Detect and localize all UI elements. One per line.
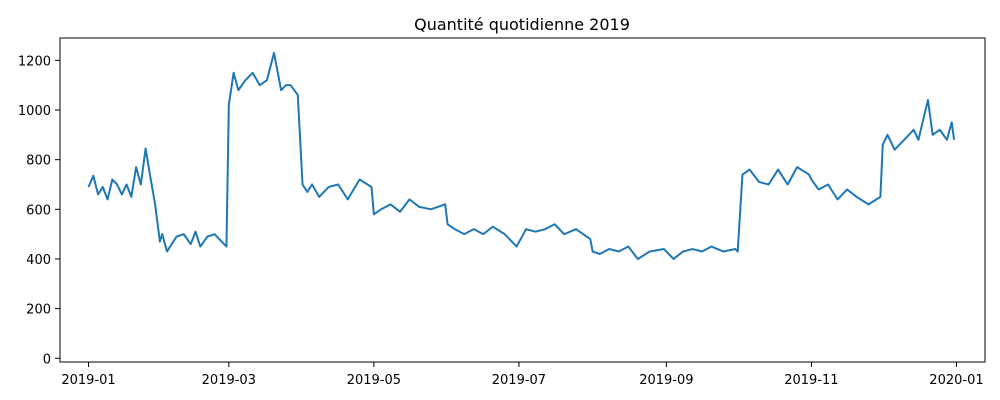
y-tick-label: 0	[43, 352, 51, 367]
series-line	[87, 51, 956, 260]
x-tick-label: 2019-11	[784, 373, 838, 388]
x-tick-label: 2019-01	[61, 373, 115, 388]
x-axis: 2019-01 2019-03 2019-05 2019-07 2019-09 2019-…	[61, 362, 984, 388]
y-tick-label: 1200	[18, 54, 51, 69]
plot-area: 2019-01 2019-03 2019-05 2019-07 2019-09 2019-…	[18, 37, 986, 388]
y-tick-label: 800	[26, 154, 51, 169]
x-tick-label: 2019-05	[347, 373, 401, 388]
x-tick-label: 2019-03	[202, 373, 256, 388]
x-tick-label: 2019-07	[492, 373, 546, 388]
y-axis: 0 200 400 600 800 1000 1200	[18, 54, 60, 367]
y-tick-label: 200	[26, 303, 51, 318]
x-tick-label: 2020-01	[929, 373, 983, 388]
y-tick-label: 600	[26, 203, 51, 218]
chart-title: Quantité quotidienne 2019	[414, 15, 630, 34]
y-tick-label: 400	[26, 253, 51, 268]
x-tick-label: 2019-09	[639, 373, 693, 388]
plot-frame	[59, 37, 986, 363]
y-tick-label: 1000	[18, 104, 51, 119]
